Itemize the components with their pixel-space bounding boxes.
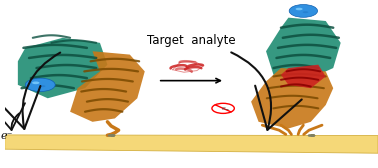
Polygon shape <box>18 38 107 98</box>
FancyArrowPatch shape <box>0 103 25 130</box>
Ellipse shape <box>303 11 308 13</box>
Polygon shape <box>251 68 333 129</box>
Circle shape <box>289 5 318 17</box>
Text: Target  analyte: Target analyte <box>147 34 236 47</box>
FancyArrowPatch shape <box>231 52 302 130</box>
Ellipse shape <box>32 81 39 84</box>
Circle shape <box>212 103 234 113</box>
Circle shape <box>25 78 55 92</box>
Polygon shape <box>5 135 378 153</box>
Ellipse shape <box>296 8 303 10</box>
Text: −: − <box>225 107 229 112</box>
Text: e⁻: e⁻ <box>0 131 13 141</box>
Polygon shape <box>266 18 341 81</box>
FancyArrowPatch shape <box>0 53 60 129</box>
Polygon shape <box>281 65 326 88</box>
Polygon shape <box>70 51 145 122</box>
Text: e: e <box>221 106 225 111</box>
Ellipse shape <box>39 85 45 87</box>
